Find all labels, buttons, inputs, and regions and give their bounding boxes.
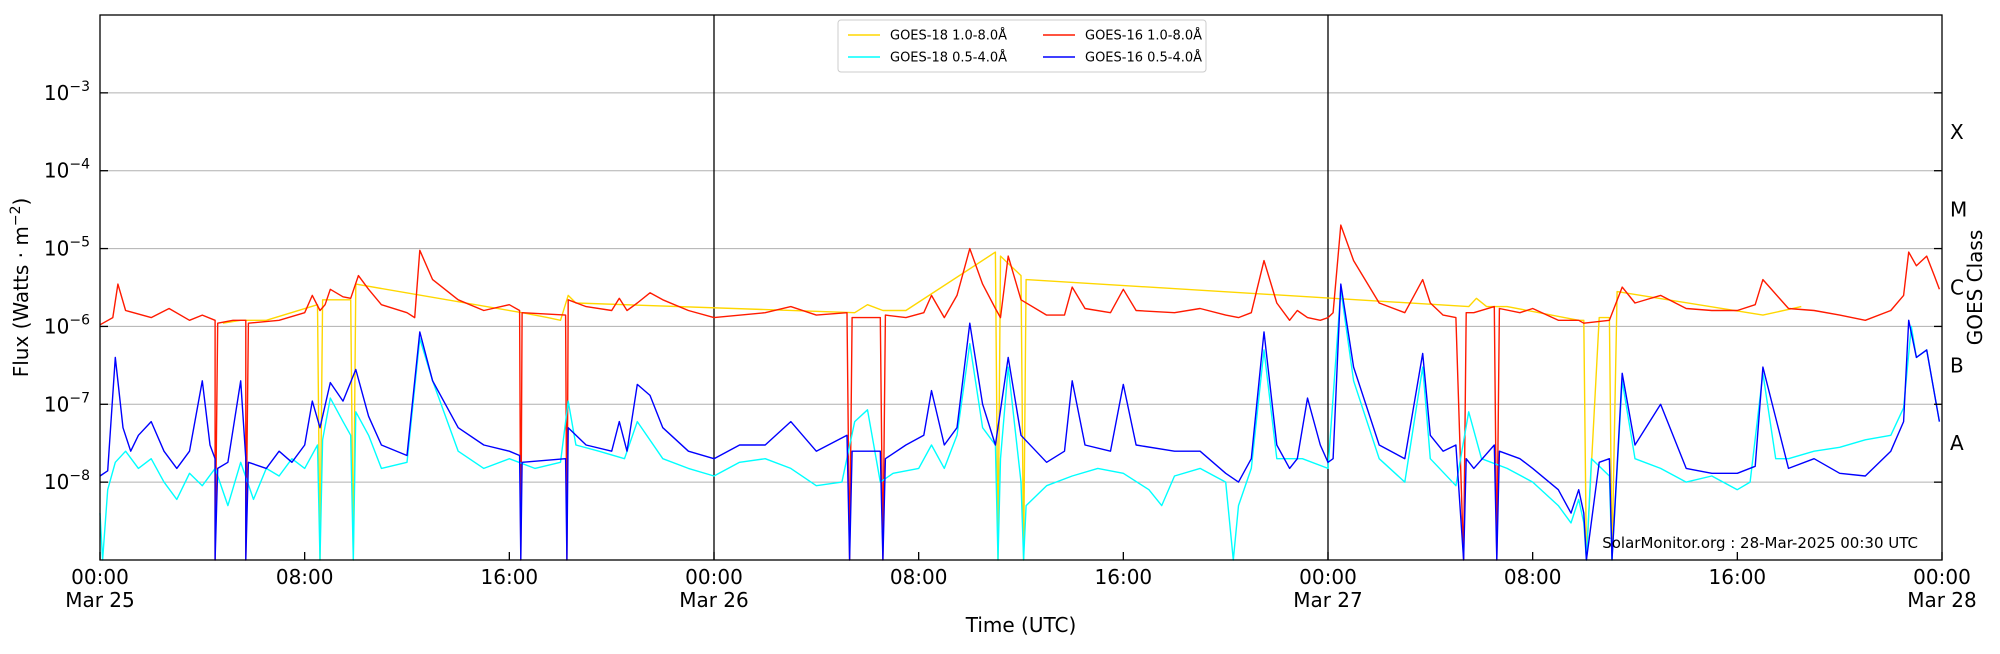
x-tick-label: 00:00 bbox=[1913, 565, 1971, 589]
x-tick-label: 00:00 bbox=[71, 565, 129, 589]
credit-text: SolarMonitor.org : 28-Mar-2025 00:30 UTC bbox=[1602, 534, 1918, 552]
y-tick-label: 10−6 bbox=[44, 312, 90, 338]
x-tick-label: 08:00 bbox=[276, 565, 334, 589]
goes-class-label: M bbox=[1950, 198, 1967, 222]
x-tick-date-label: Mar 27 bbox=[1293, 588, 1363, 612]
x-tick-date-label: Mar 26 bbox=[679, 588, 749, 612]
y-tick-label: 10−5 bbox=[44, 235, 90, 261]
plot-frame bbox=[99, 14, 1943, 561]
x-tick-label: 00:00 bbox=[685, 565, 743, 589]
x-tick-label: 16:00 bbox=[1709, 565, 1767, 589]
legend-box bbox=[837, 19, 1207, 73]
y-tick-label: 10−7 bbox=[44, 390, 90, 416]
x-tick-label: 08:00 bbox=[890, 565, 948, 589]
x-tick-label: 08:00 bbox=[1504, 565, 1562, 589]
y-axis-label: Flux (Watts · m−2) bbox=[8, 198, 33, 378]
goes-class-label: X bbox=[1950, 120, 1964, 144]
x-tick-date-label: Mar 28 bbox=[1907, 588, 1977, 612]
legend-entry: GOES-16 0.5-4.0Å bbox=[1085, 50, 1202, 66]
y-tick-layer: 10−8 10−7 10−6 10−5 10−4 10−3 bbox=[44, 79, 1942, 494]
y-tick-label: 10−3 bbox=[44, 79, 90, 105]
y-tick-label: 10−8 bbox=[44, 468, 90, 494]
legend-entry: GOES-18 1.0-8.0Å bbox=[890, 28, 1007, 44]
series-line bbox=[99, 283, 1941, 561]
legend-entry: GOES-18 0.5-4.0Å bbox=[890, 50, 1007, 66]
series-layer bbox=[99, 224, 1941, 561]
x-axis-label: Time (UTC) bbox=[965, 613, 1077, 637]
chart-legend: GOES-18 1.0-8.0Å GOES-16 1.0-8.0Å GOES-18 … bbox=[837, 19, 1207, 73]
day-boundary-layer bbox=[713, 15, 1329, 560]
x-tick-date-label: Mar 25 bbox=[65, 588, 135, 612]
legend-entry: GOES-16 1.0-8.0Å bbox=[1085, 28, 1202, 44]
goes-class-label: C bbox=[1950, 276, 1964, 300]
x-tick-label: 16:00 bbox=[481, 565, 539, 589]
x-tick-label: 00:00 bbox=[1299, 565, 1357, 589]
goes-class-layer: A B C M X bbox=[1950, 120, 1967, 455]
y-tick-label: 10−4 bbox=[44, 157, 90, 183]
goes-class-label: B bbox=[1950, 353, 1964, 377]
series-line bbox=[99, 224, 1941, 561]
x-tick-label: 16:00 bbox=[1095, 565, 1153, 589]
goes-class-axis-label: GOES Class bbox=[1963, 230, 1987, 346]
goes-class-label: A bbox=[1950, 431, 1964, 455]
